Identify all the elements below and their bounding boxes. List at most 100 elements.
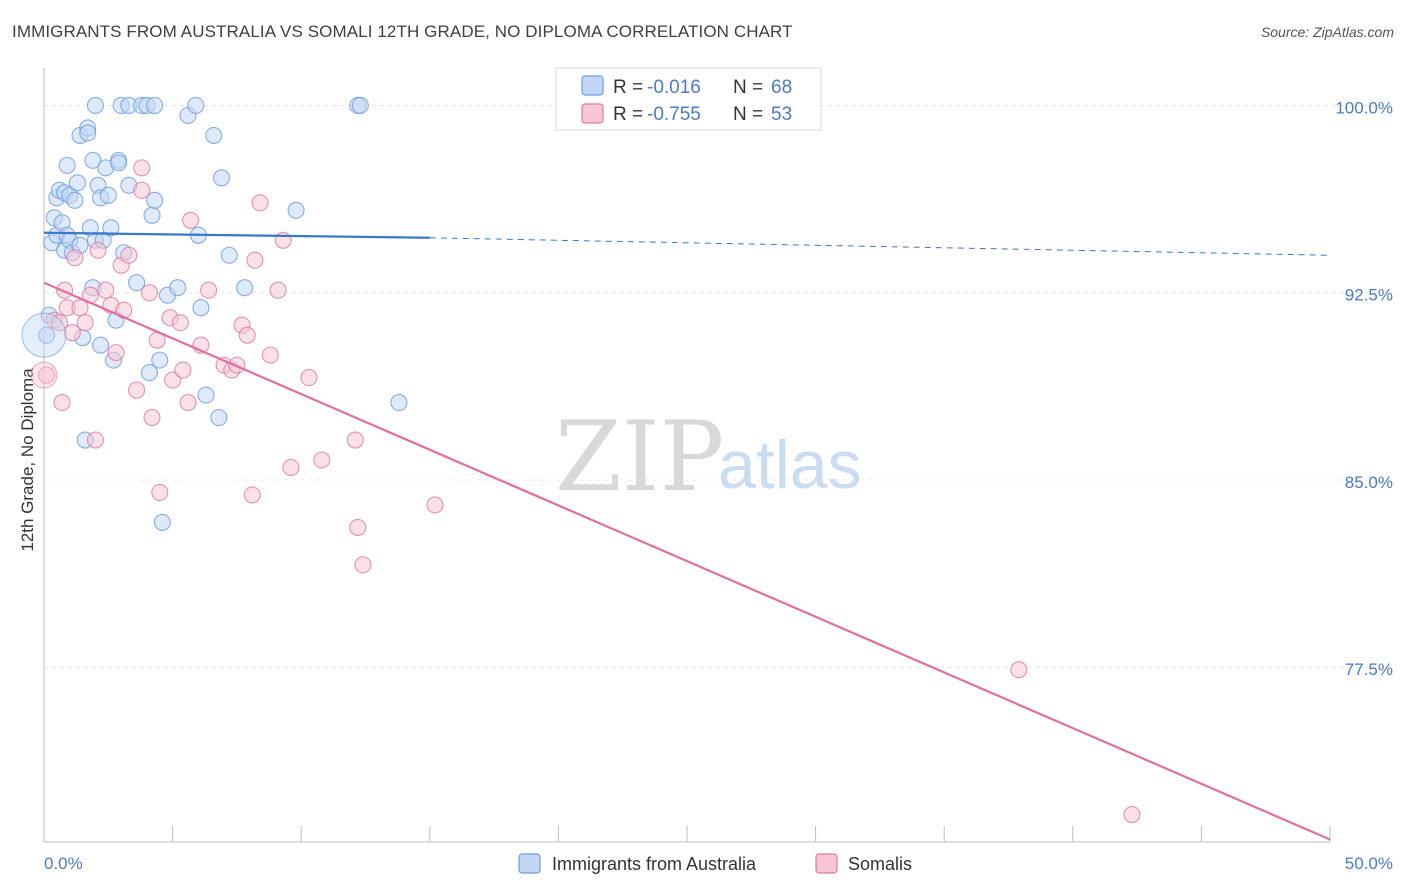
- data-point-australia: [102, 219, 120, 237]
- data-point-somalis: [238, 326, 256, 344]
- data-point-somalis: [274, 231, 292, 249]
- data-point-australia: [146, 191, 164, 209]
- y-tick-label: 100.0%: [1335, 98, 1393, 117]
- data-point-australia: [128, 274, 146, 292]
- data-point-australia: [210, 408, 228, 427]
- watermark-zip: ZIP: [555, 401, 724, 513]
- data-point-australia: [79, 124, 97, 142]
- legend-r-value-1: -0.016: [647, 77, 701, 98]
- data-point-australia: [99, 186, 117, 204]
- data-point-australia: [146, 96, 164, 115]
- data-point-australia: [153, 513, 171, 531]
- data-point-australia: [169, 279, 187, 297]
- source-label: Source: ZipAtlas.com: [1260, 24, 1394, 40]
- data-point-somalis: [97, 281, 115, 299]
- axes: [43, 68, 1331, 843]
- y-tick-label: 77.5%: [1345, 660, 1393, 679]
- data-point-australia: [192, 299, 210, 317]
- data-point-australia: [151, 351, 169, 369]
- data-point-somalis: [140, 284, 159, 302]
- data-point-somalis: [313, 451, 331, 469]
- data-point-somalis: [243, 486, 261, 504]
- data-point-somalis: [53, 394, 71, 412]
- legend-n-value-1: 68: [771, 77, 792, 98]
- data-point-somalis: [346, 431, 364, 449]
- y-tick-label: 92.5%: [1345, 286, 1393, 305]
- data-point-australia: [220, 246, 238, 264]
- grid-lines: [44, 104, 1392, 668]
- trend-line-australia-extension: [429, 237, 1331, 256]
- data-point-australia: [21, 312, 67, 358]
- data-point-somalis: [269, 281, 287, 299]
- data-point-somalis: [1010, 661, 1028, 679]
- x-tick-label: 50.0%: [1345, 854, 1393, 873]
- data-point-somalis: [86, 431, 104, 449]
- data-point-australia: [351, 96, 369, 115]
- data-point-somalis: [171, 314, 189, 332]
- trend-line-australia: [43, 231, 430, 239]
- data-point-australia: [86, 96, 104, 115]
- data-point-somalis: [179, 394, 197, 412]
- data-point-somalis: [1123, 805, 1141, 824]
- data-point-somalis: [300, 369, 318, 387]
- data-point-somalis: [30, 361, 58, 389]
- data-point-somalis: [251, 194, 269, 212]
- data-point-australia: [212, 169, 231, 187]
- y-tick-label: 85.0%: [1345, 473, 1393, 492]
- legend-n-value-2: 53: [771, 104, 792, 125]
- y-tick-labels: 77.5% 85.0% 92.5% 100.0%: [1335, 98, 1393, 679]
- data-point-somalis: [120, 246, 138, 264]
- bottom-legend: Immigrants from Australia Somalis: [518, 853, 912, 874]
- data-point-somalis: [426, 496, 444, 514]
- data-point-somalis: [71, 299, 89, 317]
- bottom-legend-label-somalis: Somalis: [848, 854, 912, 874]
- x-tick-label: 0.0%: [44, 854, 83, 873]
- bottom-legend-label-australia: Immigrants from Australia: [552, 854, 757, 874]
- data-point-somalis: [174, 361, 192, 379]
- data-point-somalis: [66, 249, 84, 267]
- data-point-somalis: [89, 241, 107, 259]
- bottom-legend-swatch-blue: [518, 853, 541, 874]
- data-point-somalis: [282, 458, 300, 477]
- trend-lines: [43, 231, 1331, 841]
- data-point-australia: [390, 394, 408, 412]
- data-point-somalis: [349, 518, 367, 536]
- data-point-somalis: [246, 251, 264, 269]
- x-tick-labels: 0.0% 50.0%: [44, 854, 1393, 873]
- legend-swatch-pink: [581, 103, 604, 124]
- data-point-australia: [236, 279, 254, 297]
- data-point-somalis: [133, 181, 151, 199]
- data-point-australia: [38, 326, 56, 344]
- data-point-somalis: [143, 408, 161, 427]
- trend-line-somalis: [43, 281, 1331, 841]
- data-point-somalis: [151, 483, 169, 502]
- data-point-australia: [287, 201, 305, 219]
- data-points: [21, 96, 1141, 824]
- data-point-australia: [187, 96, 205, 115]
- data-point-australia: [66, 191, 84, 209]
- data-point-australia: [205, 126, 223, 144]
- data-point-australia: [197, 386, 215, 404]
- data-point-somalis: [128, 381, 146, 399]
- data-point-somalis: [164, 371, 182, 389]
- data-point-somalis: [354, 556, 372, 574]
- legend-r-value-2: -0.755: [647, 104, 701, 125]
- data-point-australia: [110, 154, 128, 172]
- data-point-australia: [84, 151, 102, 169]
- data-point-australia: [92, 336, 110, 354]
- data-point-somalis: [200, 281, 218, 299]
- legend-r-label-1: R =: [613, 77, 643, 98]
- data-point-somalis: [50, 314, 68, 332]
- legend-n-label-2: N =: [733, 104, 763, 125]
- data-point-somalis: [63, 324, 81, 342]
- bottom-legend-swatch-pink: [815, 853, 838, 874]
- data-point-australia: [58, 156, 76, 174]
- watermark-atlas: atlas: [718, 427, 862, 503]
- legend-r-label-2: R =: [613, 104, 643, 125]
- data-point-somalis: [38, 366, 56, 384]
- legend-n-label-1: N =: [733, 77, 763, 98]
- y-axis-label: 12th Grade, No Diploma: [18, 368, 37, 552]
- chart-title: IMMIGRANTS FROM AUSTRALIA VS SOMALI 12TH…: [12, 22, 793, 41]
- data-point-somalis: [261, 346, 279, 364]
